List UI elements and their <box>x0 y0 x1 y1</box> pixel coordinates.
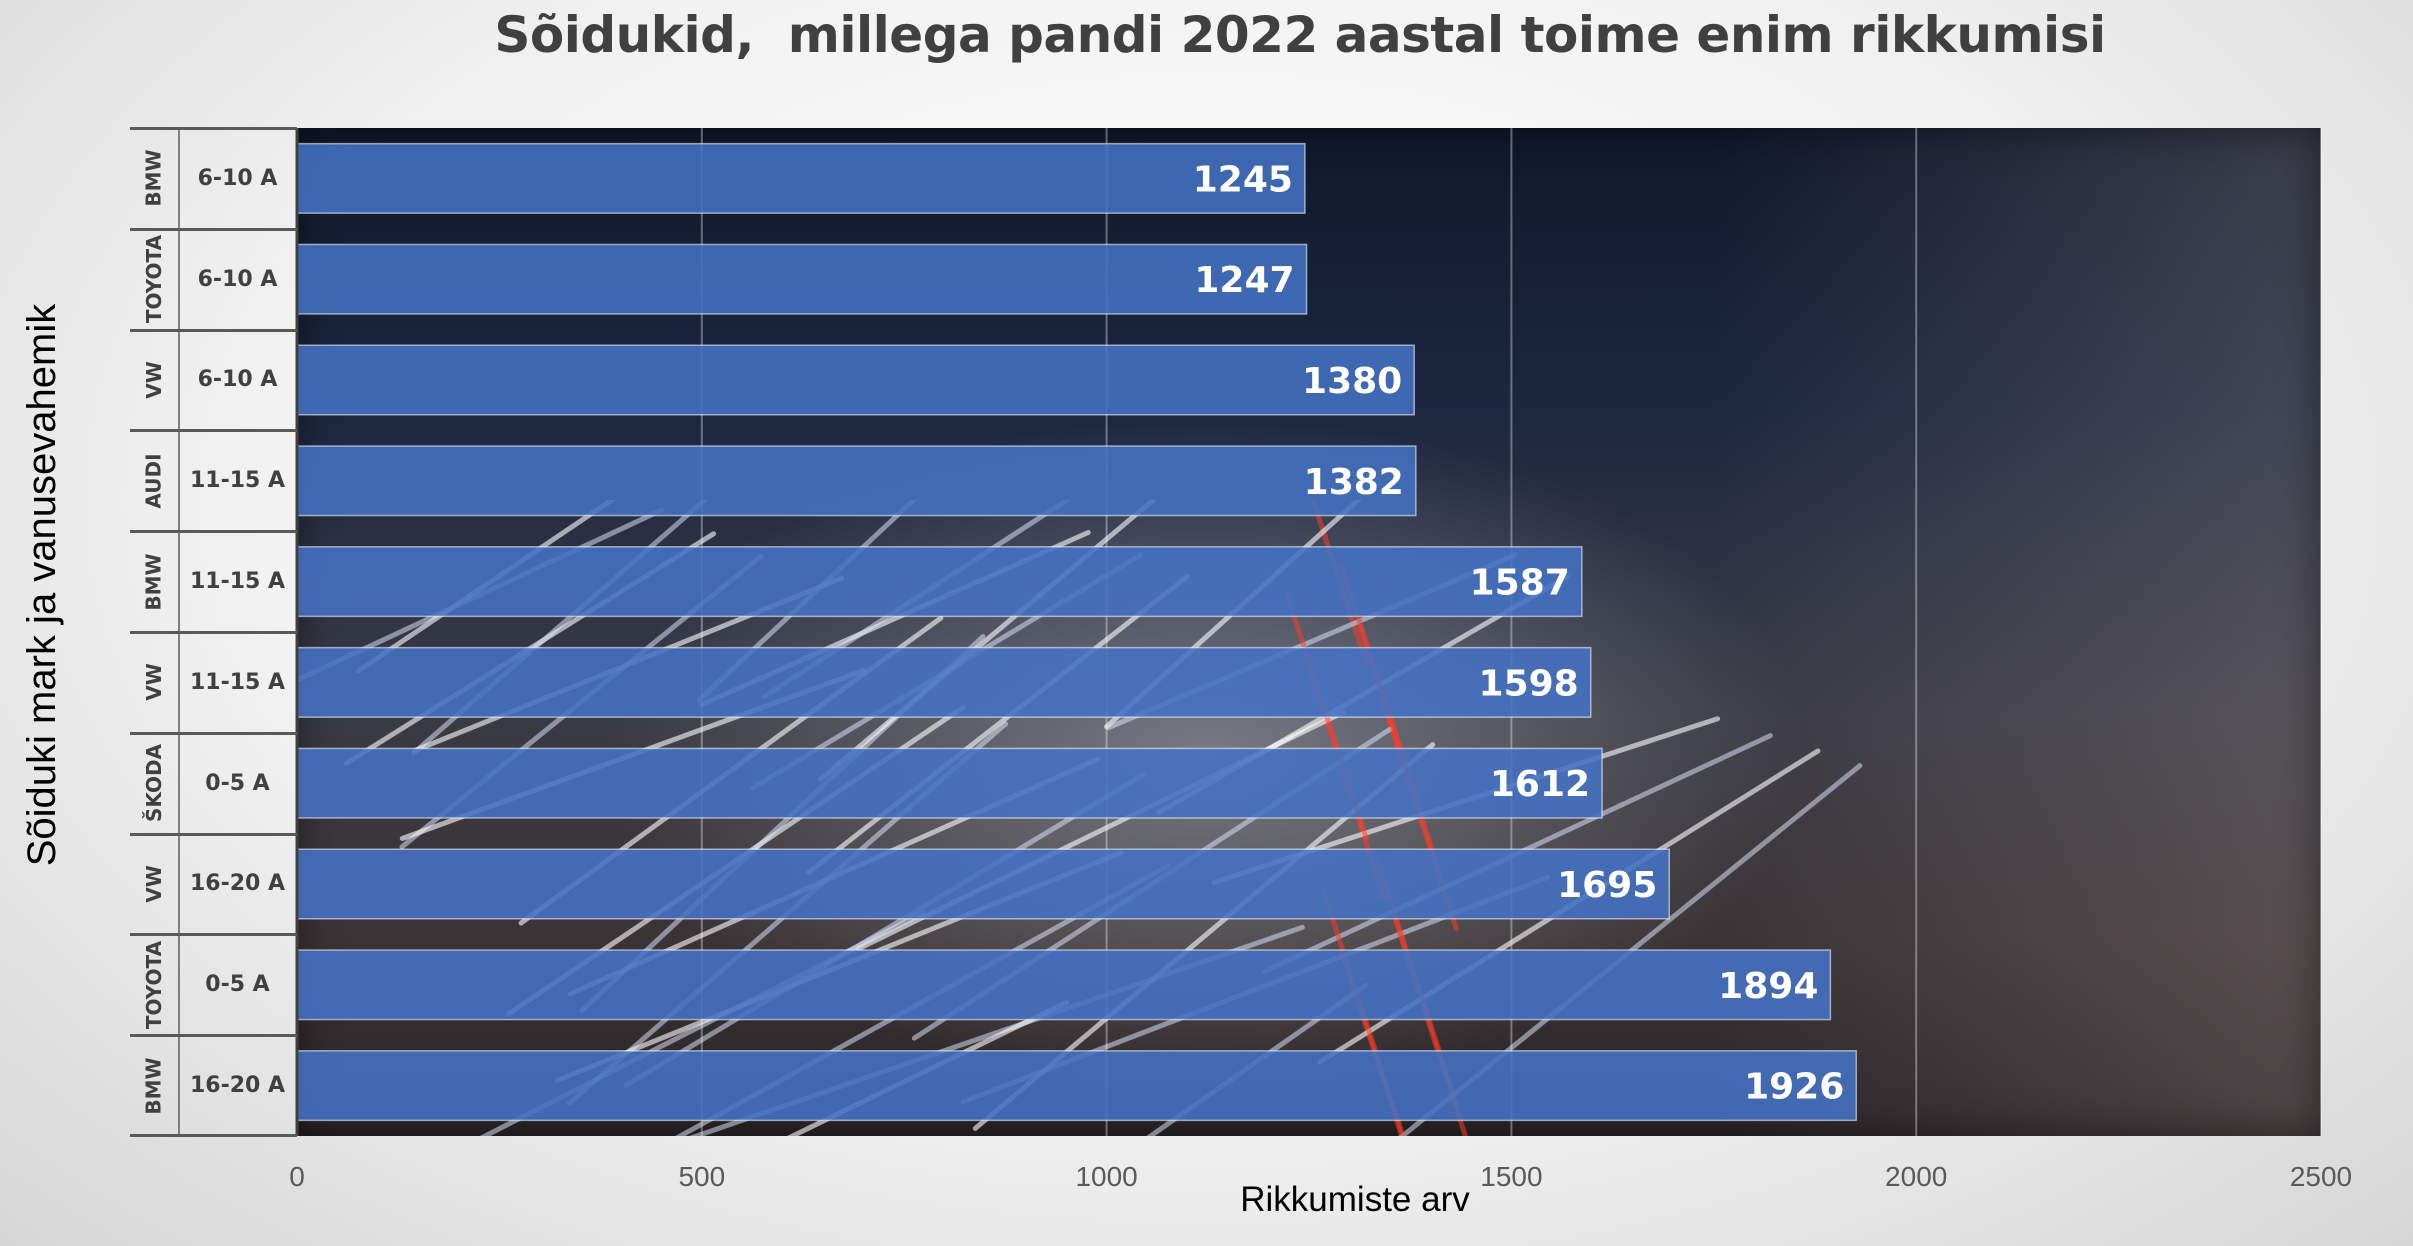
brand-label: VW <box>130 834 178 935</box>
category-separator <box>130 1134 297 1137</box>
bar <box>296 949 1832 1021</box>
age-range-label: 0-5 A <box>205 770 270 796</box>
age-range-label: 16-20 A <box>189 1073 286 1099</box>
age-range-label: 11-15 A <box>189 569 286 595</box>
category-axis: BMW 6-10 A TOYOTA 6-10 A VW 6-10 A AUDI 11-15 A… <box>130 127 297 1137</box>
x-tick-label: 1000 <box>1075 1161 1137 1192</box>
brand-label-text: BMW <box>142 1056 166 1115</box>
age-range-label: 6-10 A <box>197 266 278 292</box>
data-label: 1382 <box>1304 462 1404 503</box>
brand-label: ŠKODA <box>130 733 178 834</box>
bar <box>296 243 1308 315</box>
x-tick-label: 1500 <box>1480 1161 1542 1192</box>
brand-label-text: ŠKODA <box>142 744 166 823</box>
data-label: 1894 <box>1718 966 1818 1007</box>
category-row: VW 11-15 A <box>130 632 297 733</box>
data-label: 1598 <box>1479 663 1579 704</box>
category-separator <box>130 731 297 735</box>
data-label: 1695 <box>1557 865 1657 906</box>
data-label: 1612 <box>1490 764 1590 805</box>
age-range-label: 11-15 A <box>189 669 286 695</box>
category-row: BMW 11-15 A <box>130 531 297 632</box>
category-row: BMW 16-20 A <box>130 1035 297 1136</box>
brand-label: TOYOTA <box>130 934 178 1035</box>
category-row: VW 6-10 A <box>130 330 297 431</box>
bar <box>296 848 1671 920</box>
category-row: BMW 6-10 A <box>130 128 297 229</box>
category-separator <box>130 1034 297 1038</box>
axes: 0 500 1000 1500 2000 2500 <box>289 128 2352 1192</box>
brand-label: VW <box>130 632 178 733</box>
data-label: 1380 <box>1302 361 1402 402</box>
bar <box>296 646 1592 718</box>
category-row: VW 16-20 A <box>130 834 297 935</box>
category-separator <box>130 933 297 937</box>
category-separator <box>130 328 297 332</box>
bar <box>296 546 1583 618</box>
brand-label-text: VW <box>141 361 166 399</box>
x-tick-label: 500 <box>678 1161 725 1192</box>
brand-label-text: VW <box>141 865 166 903</box>
age-range-label: 16-20 A <box>189 871 286 897</box>
brand-label: TOYOTA <box>130 229 178 330</box>
age-range-label: 6-10 A <box>197 165 278 191</box>
brand-label-text: BMW <box>142 149 166 207</box>
bar <box>296 445 1417 517</box>
x-axis-title: Rikkumiste arv <box>1240 1180 1470 1219</box>
data-label: 1587 <box>1470 563 1570 604</box>
age-range-label: 6-10 A <box>197 367 278 393</box>
brand-label: BMW <box>130 531 178 632</box>
bar <box>296 747 1603 819</box>
x-tick-label: 2000 <box>1885 1161 1947 1192</box>
x-tick-label: 2500 <box>2290 1161 2352 1192</box>
category-row: AUDI 11-15 A <box>130 430 297 531</box>
brand-label: VW <box>130 330 178 431</box>
bar <box>296 142 1306 214</box>
brand-label: BMW <box>130 1035 178 1136</box>
y-axis-title: Sõiduki mark ja vanusevahemik <box>20 303 64 867</box>
data-label: 1247 <box>1194 260 1294 301</box>
category-separator <box>130 631 297 634</box>
category-separator <box>130 429 297 433</box>
brand-label-text: TOYOTA <box>142 940 166 1029</box>
brand-label: AUDI <box>130 430 178 531</box>
age-range-label: 11-15 A <box>189 468 286 494</box>
category-row: ŠKODA 0-5 A <box>130 733 297 834</box>
brand-label-text: BMW <box>142 552 166 611</box>
category-row: TOYOTA 0-5 A <box>130 934 297 1035</box>
data-label: 1245 <box>1193 159 1293 200</box>
category-row: TOYOTA 6-10 A <box>130 229 297 330</box>
category-separator <box>130 227 297 231</box>
data-label: 1926 <box>1744 1067 1844 1108</box>
category-separator <box>130 832 297 836</box>
brand-label-text: TOYOTA <box>142 235 166 324</box>
bar <box>296 1050 1858 1122</box>
category-separator <box>130 530 297 534</box>
brand-label-text: VW <box>141 663 166 702</box>
brand-label-text: AUDI <box>142 453 166 509</box>
chart-title: Sõidukid, millega pandi 2022 aastal toim… <box>494 6 2106 64</box>
brand-label: BMW <box>130 128 178 229</box>
bar <box>296 344 1415 416</box>
x-tick-label: 0 <box>289 1161 305 1192</box>
age-range-label: 0-5 A <box>205 972 270 998</box>
category-separator <box>130 127 297 130</box>
bars: 1245 1247 1380 1382 1587 1598 1612 1695 1894 1926 <box>296 142 1858 1122</box>
